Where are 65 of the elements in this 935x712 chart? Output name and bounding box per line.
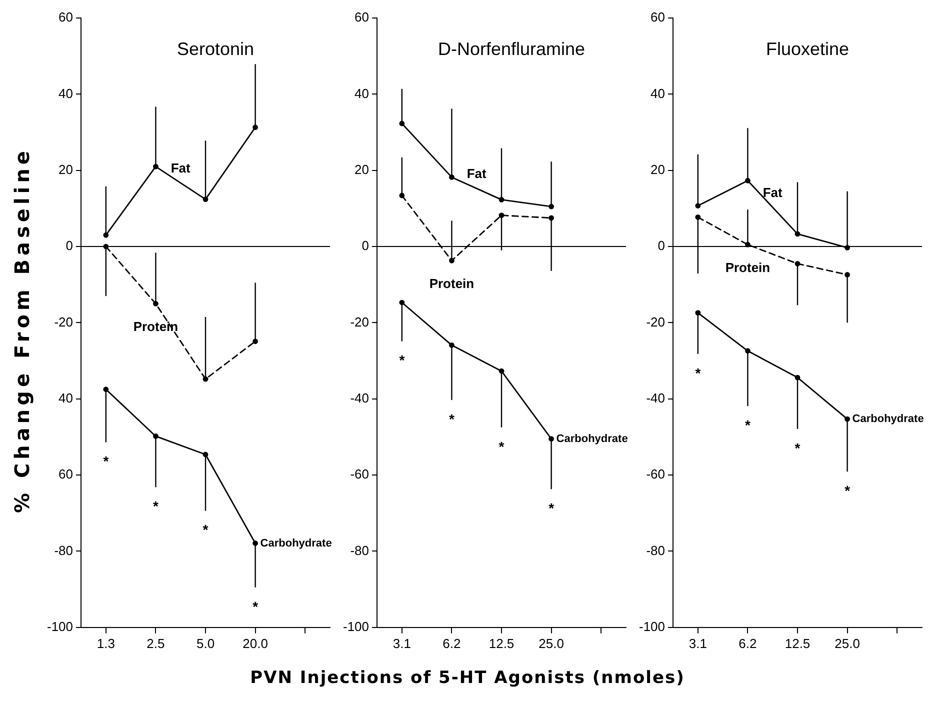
annotation: * (548, 500, 555, 516)
series-label: Carbohydrate (556, 432, 628, 445)
annotation: * (844, 482, 851, 498)
text: Serotonin (176, 38, 254, 59)
x-tick-label: 20.0 (242, 636, 268, 651)
annotation: * (152, 498, 159, 514)
y-tick-label: -100 (46, 618, 74, 634)
y-tick-label: 40 (58, 390, 74, 406)
y-tick-label: 40 (650, 86, 666, 101)
y-tick-label: 20 (354, 162, 370, 177)
annotation: * (498, 438, 505, 454)
series-label: Protein (725, 260, 770, 276)
y-tick-label: -20 (350, 314, 370, 330)
x-tick-label: 12.5 (784, 636, 810, 651)
y-tick-label: 40 (58, 86, 74, 101)
y-tick-label: -100 (342, 618, 370, 634)
y-tick-label: -100 (638, 618, 666, 634)
annotation: * (399, 352, 406, 368)
series-label: Fat (466, 166, 488, 182)
annotation: * (103, 453, 110, 470)
y-tick-label: 40 (354, 86, 370, 101)
series-label: Fat (170, 160, 192, 176)
x-axis-title: PVN Injections of 5-HT Agonists (nmoles) (249, 668, 686, 688)
annotation: * (794, 440, 801, 456)
y-tick-label: 60 (58, 10, 74, 25)
x-tick-label: 5.0 (196, 636, 215, 651)
y-tick-label: 0 (362, 238, 370, 254)
y-tick-label: -20 (54, 314, 74, 330)
y-tick-label: 60 (650, 10, 666, 25)
y-tick-label: -80 (350, 542, 370, 558)
x-tick-label: 6.2 (738, 636, 757, 651)
annotation: * (252, 598, 259, 614)
y-tick-label: -40 (350, 390, 370, 406)
series-label: Carbohydrate (852, 413, 924, 426)
annotation: * (744, 416, 751, 433)
annotation: * (448, 410, 455, 427)
x-tick-label: 2.5 (146, 636, 165, 651)
x-tick-label: 12.5 (488, 636, 514, 651)
y-axis-title: % Change From Baseline (10, 146, 34, 514)
y-tick-label: -60 (646, 466, 666, 482)
x-tick-label: 3.1 (392, 636, 411, 651)
x-tick-label: 1.3 (96, 636, 115, 651)
text: Fluoxetine (766, 38, 850, 59)
y-tick-label: -80 (646, 542, 666, 558)
x-tick-label: 25.0 (834, 636, 860, 651)
series-label: Protein (429, 276, 474, 292)
text: D-Norfenfluramine (438, 38, 586, 59)
series-label: Carbohydrate (260, 537, 332, 550)
series-label: Fat (762, 184, 784, 200)
series-label: Protein (133, 319, 178, 334)
y-tick-label: -40 (646, 390, 666, 406)
x-tick-label: 3.1 (688, 636, 707, 651)
y-tick-label: -80 (54, 542, 74, 558)
y-tick-label: -20 (646, 314, 666, 330)
y-tick-label: 20 (650, 162, 666, 177)
y-tick-label: 20 (58, 162, 74, 177)
y-tick-label: 60 (354, 10, 370, 25)
y-tick-label: 0 (658, 238, 666, 254)
y-tick-label: -60 (350, 466, 370, 482)
y-tick-label: 60 (58, 466, 74, 482)
x-tick-label: 6.2 (442, 636, 461, 651)
y-tick-label: 0 (66, 238, 74, 254)
x-tick-label: 25.0 (538, 636, 564, 651)
annotation: * (695, 364, 702, 381)
annotation: * (202, 522, 209, 538)
